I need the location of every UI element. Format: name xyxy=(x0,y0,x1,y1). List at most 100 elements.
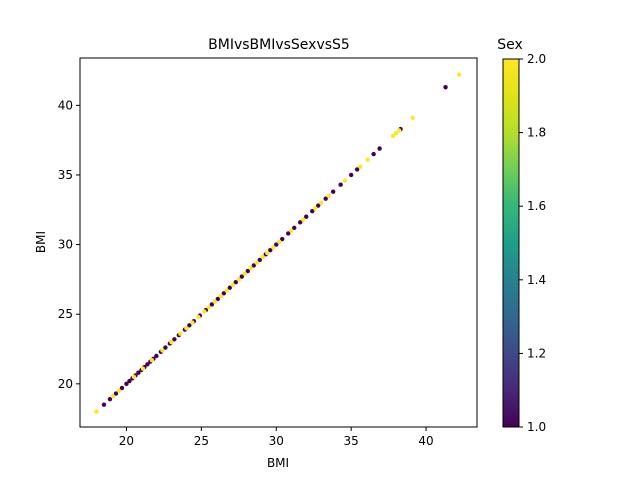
data-point xyxy=(202,309,207,314)
data-point xyxy=(107,396,113,402)
y-tick-label: 35 xyxy=(58,168,73,182)
data-point xyxy=(145,362,150,367)
data-point xyxy=(218,293,224,299)
data-point xyxy=(319,200,324,206)
data-point xyxy=(160,348,165,353)
colorbar-tick-label: 1.6 xyxy=(527,199,546,213)
colorbar-ticks: 1.0 1.2 1.4 1.6 1.8 2.0 xyxy=(519,52,546,434)
data-point xyxy=(119,385,125,391)
data-point xyxy=(265,250,270,256)
x-tick-label: 20 xyxy=(119,434,134,448)
data-point xyxy=(260,254,265,260)
data-point xyxy=(280,236,285,242)
colorbar-tick-label: 2.0 xyxy=(527,52,546,66)
data-points xyxy=(94,72,462,414)
data-point xyxy=(371,151,376,157)
data-point xyxy=(396,128,402,133)
data-point xyxy=(268,247,273,253)
y-tick-label: 40 xyxy=(58,98,73,112)
y-axis-label: BMI xyxy=(34,231,48,253)
data-point xyxy=(365,157,370,162)
x-axis: 20 25 30 35 40 xyxy=(119,427,434,448)
data-point xyxy=(304,214,309,219)
data-point xyxy=(354,167,360,172)
y-axis: 20 25 30 35 40 xyxy=(58,98,80,391)
data-point xyxy=(271,245,276,250)
data-point xyxy=(251,263,256,268)
plot-area: 20 25 30 35 40 20 25 30 35 40 xyxy=(58,57,478,448)
data-point xyxy=(348,172,354,178)
data-point xyxy=(338,182,343,187)
data-point xyxy=(298,220,303,225)
data-point xyxy=(257,257,262,263)
data-point xyxy=(230,282,236,288)
data-point xyxy=(443,85,448,90)
chart-title: BMIvsBMIvsSexvsS5 xyxy=(208,37,350,53)
data-point xyxy=(236,277,241,282)
data-point xyxy=(113,391,119,396)
x-tick-label: 30 xyxy=(269,434,284,448)
data-point xyxy=(330,189,336,194)
data-point xyxy=(209,302,215,307)
y-tick-label: 20 xyxy=(58,377,73,391)
colorbar-tick-label: 1.4 xyxy=(527,273,546,287)
x-tick-label: 25 xyxy=(194,434,209,448)
data-point xyxy=(242,271,247,277)
data-point xyxy=(178,331,183,336)
data-point xyxy=(140,366,146,371)
data-point xyxy=(221,291,227,296)
data-point xyxy=(196,314,201,320)
data-point xyxy=(310,208,315,214)
data-point xyxy=(292,225,297,231)
data-point xyxy=(206,305,212,310)
data-point xyxy=(286,231,291,236)
data-point xyxy=(274,242,279,247)
colorbar-label: Sex xyxy=(497,37,523,53)
data-point xyxy=(245,268,250,274)
x-axis-label: BMI xyxy=(267,456,289,470)
data-point xyxy=(101,402,107,407)
data-point xyxy=(277,239,282,244)
colorbar-tick-label: 1.8 xyxy=(527,126,546,140)
data-point xyxy=(149,357,155,363)
plot-frame xyxy=(79,57,478,428)
data-point xyxy=(116,388,122,393)
data-point xyxy=(227,285,233,290)
data-point xyxy=(301,217,306,222)
data-point xyxy=(224,288,230,293)
data-point xyxy=(390,133,396,139)
colorbar: Sex 1.0 1.2 1.4 1.6 1.8 2.0 xyxy=(497,37,546,434)
data-point xyxy=(215,296,221,302)
data-point xyxy=(456,72,462,77)
data-point xyxy=(212,299,218,304)
data-point xyxy=(313,206,318,211)
data-point xyxy=(163,345,168,350)
data-point xyxy=(248,266,253,271)
data-point xyxy=(110,394,116,399)
data-point xyxy=(323,196,328,201)
y-tick-label: 30 xyxy=(58,238,73,252)
colorbar-tick-label: 1.0 xyxy=(527,420,546,434)
data-point xyxy=(190,320,195,325)
data-point xyxy=(131,374,137,380)
x-tick-label: 35 xyxy=(344,434,359,448)
data-point xyxy=(172,337,177,342)
colorbar-gradient xyxy=(502,58,520,428)
data-point xyxy=(342,178,348,183)
data-point xyxy=(254,260,259,265)
y-tick-label: 25 xyxy=(58,307,73,321)
data-point xyxy=(136,370,141,375)
x-tick-label: 40 xyxy=(418,434,433,448)
data-point xyxy=(239,274,244,279)
data-point xyxy=(154,353,159,359)
data-point xyxy=(410,115,415,121)
data-point xyxy=(289,228,294,233)
data-point xyxy=(316,203,321,208)
data-point xyxy=(127,378,132,384)
colorbar-tick-label: 1.2 xyxy=(527,346,546,360)
data-point xyxy=(184,325,189,331)
data-point xyxy=(233,279,238,285)
data-point xyxy=(393,130,399,136)
data-point xyxy=(357,164,363,169)
